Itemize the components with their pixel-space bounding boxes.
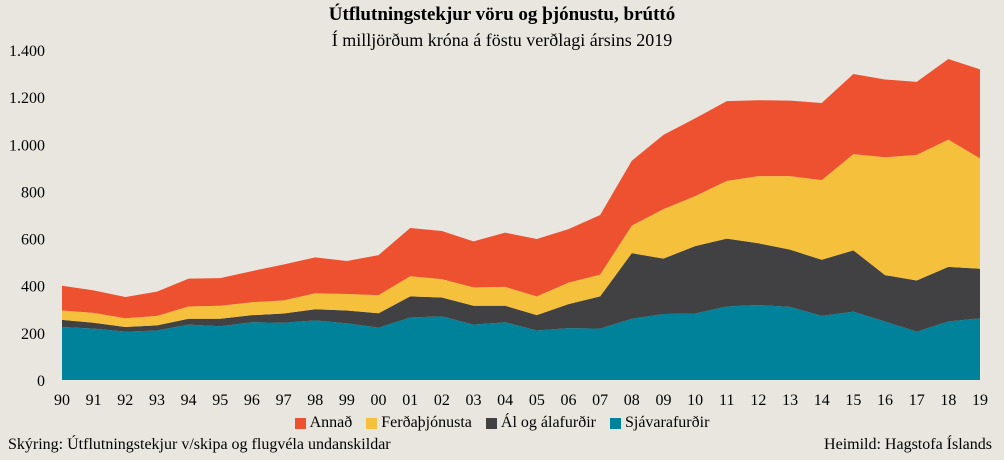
x-tick-label: 91 [86,392,102,409]
x-tick-label: 97 [276,392,292,409]
x-tick-label: 02 [434,392,450,409]
x-tick-label: 09 [655,392,671,409]
x-tick-label: 11 [719,392,734,409]
x-tick-label: 13 [782,392,798,409]
x-tick-label: 12 [750,392,766,409]
y-tick-label: 1.400 [9,43,45,60]
footnote: Skýring: Útflutningstekjur v/skipa og fl… [8,436,391,453]
x-tick-label: 15 [845,392,861,409]
legend-swatch [609,417,621,429]
x-tick-label: 14 [814,392,830,409]
legend: Annað Ferðaþjónusta Ál og álafurðir Sjáv… [0,414,1004,432]
y-tick-label: 1.200 [9,90,45,107]
x-tick-label: 17 [909,392,925,409]
x-tick-label: 92 [117,392,133,409]
chart-subtitle: Í milljörðum króna á föstu verðlagi ársi… [331,30,673,50]
x-tick-label: 06 [560,392,576,409]
x-tick-label: 08 [624,392,640,409]
x-tick-label: 01 [402,392,418,409]
x-tick-label: 03 [466,392,482,409]
legend-swatch [294,417,306,429]
x-tick-label: 94 [181,392,197,409]
x-tick-label: 00 [371,392,387,409]
legend-item-ferdathjonusta: Ferðaþjónusta [366,414,472,432]
x-tick-label: 18 [940,392,956,409]
legend-label: Ferðaþjónusta [381,414,472,431]
legend-label: Sjávarafurðir [624,414,710,431]
legend-label: Ál og álafurðir [500,414,596,431]
y-tick-label: 800 [21,184,45,201]
chart-title: Útflutningstekjur vöru og þjónustu, brút… [328,4,676,25]
x-tick-label: 96 [244,392,260,409]
x-tick-label: 10 [687,392,703,409]
legend-item-annad: Annað [294,414,353,432]
x-tick-label: 95 [212,392,228,409]
y-tick-label: 1.000 [9,137,45,154]
x-tick-label: 05 [529,392,545,409]
x-tick-label: 98 [307,392,323,409]
y-tick-label: 600 [21,232,45,249]
source: Heimild: Hagstofa Íslands [824,436,992,453]
x-tick-label: 99 [339,392,355,409]
legend-item-sjavarafurdir: Sjávarafurðir [609,414,710,432]
area-series-1 [62,305,980,380]
x-tick-label: 04 [497,392,513,409]
x-tick-label: 07 [592,392,608,409]
area-series-2 [62,238,980,332]
legend-swatch [366,417,378,429]
y-tick-label: 400 [21,279,45,296]
x-tick-label: 19 [972,392,988,409]
x-tick-label: 93 [149,392,165,409]
area-series-4 [62,58,980,319]
legend-label: Annað [309,414,353,431]
x-tick-label: 16 [877,392,893,409]
legend-swatch [485,417,497,429]
area-series-3 [62,139,980,327]
x-tick-label: 90 [54,392,70,409]
y-tick-label: 0 [37,373,45,390]
y-tick-label: 200 [21,326,45,343]
legend-item-al: Ál og álafurðir [485,414,596,432]
